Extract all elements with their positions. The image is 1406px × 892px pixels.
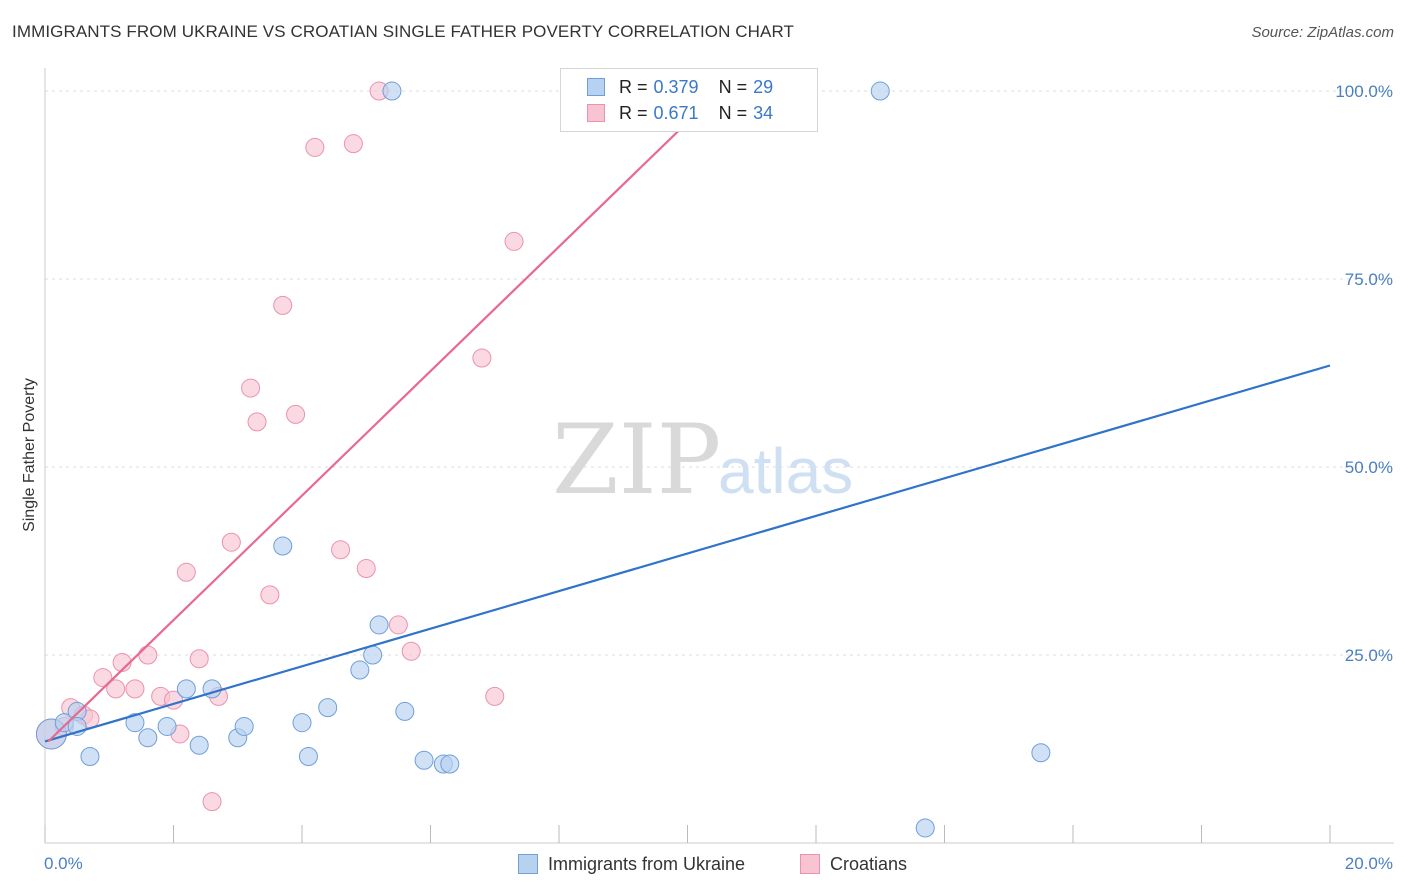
series-label-croatians: Croatians xyxy=(830,853,908,874)
x-tick-label: 0.0% xyxy=(44,854,83,873)
ukraine-point xyxy=(369,615,389,635)
croatians-point xyxy=(472,348,492,368)
series-legend-croatians[interactable]: Croatians xyxy=(800,852,907,876)
watermark: ZIP atlas xyxy=(552,404,853,516)
legend-r-value: 0.379 xyxy=(653,76,699,97)
y-tick-label: 75.0% xyxy=(1345,270,1393,289)
tick-labels: 25.0% 50.0% 75.0% 100.0% 0.0% 20.0% xyxy=(44,82,1393,873)
correlation-legend: R = 0.379 N = 29 R = 0.671 N = 34 xyxy=(560,68,818,132)
watermark-zip: ZIP xyxy=(552,404,721,516)
ukraine-point xyxy=(80,747,100,767)
ukraine-point xyxy=(350,660,370,680)
legend-r-value: 0.671 xyxy=(653,102,699,123)
y-axis-label: Single Father Poverty xyxy=(21,378,38,532)
ukraine-point xyxy=(363,645,383,665)
croatians-point xyxy=(138,645,158,665)
ukraine-point xyxy=(395,701,415,721)
watermark-atlas: atlas xyxy=(718,435,853,507)
croatians-point xyxy=(504,231,524,251)
series-swatch-croatians xyxy=(800,854,820,874)
y-tick-label: 50.0% xyxy=(1345,458,1393,477)
croatians-point xyxy=(202,792,222,812)
series-legend-ukraine[interactable]: Immigrants from Ukraine xyxy=(518,852,745,876)
ukraine-point xyxy=(382,81,402,101)
ukraine-point xyxy=(440,754,460,774)
x-tick-label: 20.0% xyxy=(1345,854,1393,873)
ukraine-point xyxy=(870,81,890,101)
ukraine-point xyxy=(1031,743,1051,763)
ukraine-point xyxy=(915,818,935,838)
croatians-point xyxy=(331,540,351,560)
croatians-point xyxy=(247,412,267,432)
series-swatch-ukraine xyxy=(518,854,538,874)
legend-swatch-ukraine xyxy=(587,78,605,96)
axes xyxy=(44,68,1394,844)
legend-r-label: R = xyxy=(619,76,648,97)
ukraine-point xyxy=(157,716,177,736)
legend-n-label: N = xyxy=(718,76,748,97)
croatians-point xyxy=(260,585,280,605)
croatians-point xyxy=(221,532,241,552)
ukraine-trend-line xyxy=(44,364,1331,743)
croatians-point xyxy=(485,686,505,706)
ukraine-point xyxy=(318,698,338,718)
ukraine-point xyxy=(234,716,254,736)
croatians-point xyxy=(273,295,293,315)
ukraine-point xyxy=(176,679,196,699)
legend-n-value: 29 xyxy=(753,76,774,97)
source-credit: Source: ZipAtlas.com xyxy=(1251,24,1394,41)
ukraine-point xyxy=(138,728,158,748)
croatians-point xyxy=(388,615,408,635)
series-label-ukraine: Immigrants from Ukraine xyxy=(548,853,746,874)
chart-title: IMMIGRANTS FROM UKRAINE VS CROATIAN SING… xyxy=(12,22,795,41)
y-tick-label: 100.0% xyxy=(1335,82,1393,101)
ukraine-point xyxy=(292,713,312,733)
legend-row-ukraine: R = 0.379 N = 29 xyxy=(587,75,773,99)
croatians-point xyxy=(305,137,325,157)
croatians-point xyxy=(93,668,113,688)
ukraine-points xyxy=(35,81,1051,838)
legend-n-label: N = xyxy=(718,102,748,123)
croatians-point xyxy=(176,562,196,582)
croatians-point xyxy=(286,404,306,424)
legend-n-value: 34 xyxy=(753,102,774,123)
legend-r-label: R = xyxy=(619,102,648,123)
croatians-point xyxy=(106,679,126,699)
ukraine-point xyxy=(414,750,434,770)
grid-lines xyxy=(45,90,1390,656)
croatians-point xyxy=(125,679,145,699)
croatians-trend-line xyxy=(47,90,721,743)
ukraine-point xyxy=(125,713,145,733)
croatians-point xyxy=(356,559,376,579)
trend-lines xyxy=(44,90,1331,743)
legend-row-croatians: R = 0.671 N = 34 xyxy=(587,101,773,125)
ukraine-point xyxy=(298,747,318,767)
croatians-point xyxy=(241,378,261,398)
y-tick-label: 25.0% xyxy=(1345,646,1393,665)
croatians-point xyxy=(401,641,421,661)
croatians-point xyxy=(343,134,363,154)
ukraine-point xyxy=(273,536,293,556)
croatians-point xyxy=(189,649,209,669)
ukraine-point xyxy=(189,735,209,755)
legend-swatch-croatians xyxy=(587,104,605,122)
